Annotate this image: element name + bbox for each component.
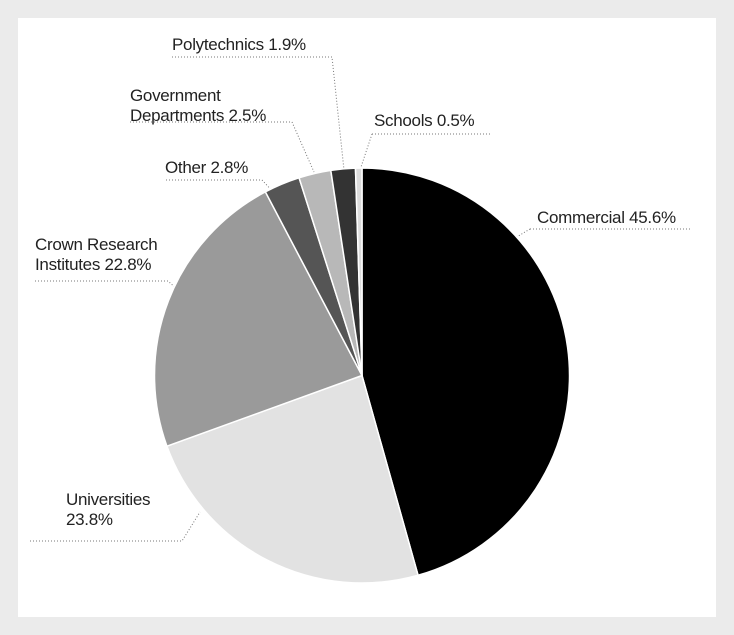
slice-label: Schools 0.5% (374, 111, 524, 131)
leader (359, 133, 373, 171)
value-label: 2.5% (228, 106, 267, 125)
value-label: 1.9% (268, 35, 306, 54)
slice-label: Universities 23.8% (66, 490, 176, 530)
leader (514, 228, 531, 239)
leader (172, 56, 345, 171)
slice-label: Other 2.8% (165, 158, 315, 178)
leader (130, 121, 315, 173)
leader (166, 179, 277, 196)
category-label: Commercial (537, 208, 625, 227)
pie-slice (165, 374, 419, 584)
value-label: 22.8% (104, 255, 152, 274)
category-label: Universities (66, 490, 151, 509)
leader (30, 511, 201, 542)
category-label: Government Departments (130, 86, 225, 125)
category-label: Schools (374, 111, 433, 130)
pie-slice (153, 190, 364, 448)
slice-label: Government Departments 2.5% (130, 86, 300, 126)
value-label: 23.8% (66, 510, 113, 529)
category-label: Other (165, 158, 207, 177)
slice-label: Polytechnics 1.9% (172, 35, 372, 55)
category-label: Crown Research Institutes (35, 235, 158, 274)
slice-label: Commercial 45.6% (537, 208, 727, 228)
pie-slice (354, 167, 363, 376)
value-label: 45.6% (629, 208, 676, 227)
category-label: Polytechnics (172, 35, 264, 54)
value-label: 2.8% (210, 158, 249, 177)
pie-slice (361, 167, 571, 577)
leader (35, 280, 181, 293)
value-label: 0.5% (436, 111, 475, 130)
slice-label: Crown Research Institutes 22.8% (35, 235, 195, 275)
leader-lines (30, 56, 690, 542)
slices (153, 167, 571, 584)
